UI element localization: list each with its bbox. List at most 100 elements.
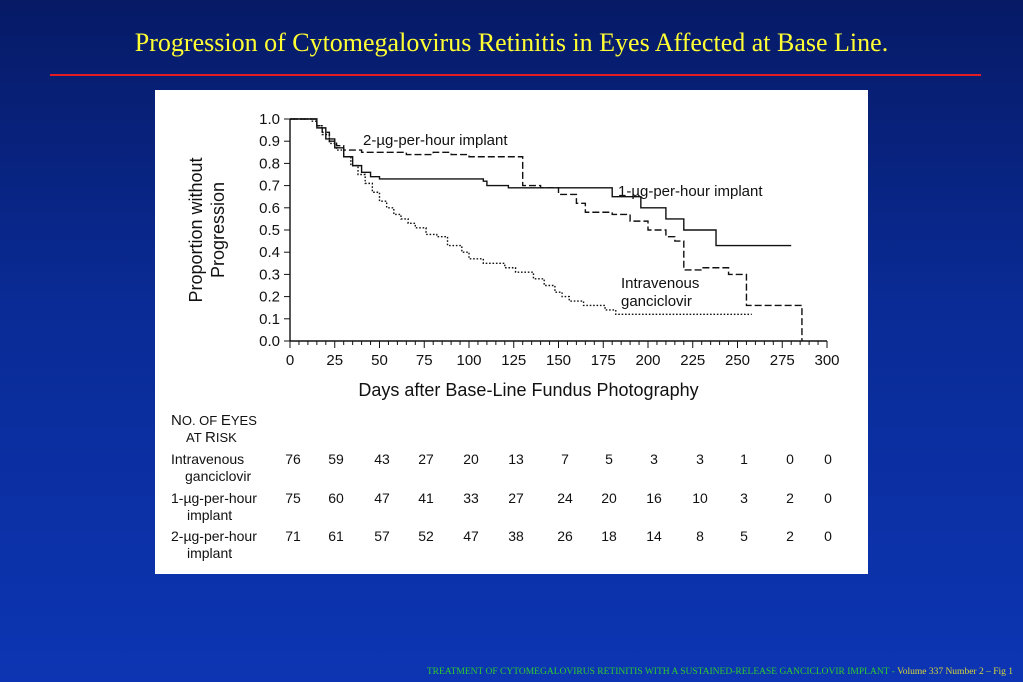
x-tick-label: 125	[501, 352, 526, 369]
survival-chart: 0 25 50 75 100 125 150 175 200 225 250 275 300 0.0 0.1…	[186, 111, 840, 400]
series-label-1ug: 1-µg-per-hour implant	[618, 183, 763, 200]
slide-title: Progression of Cytomegalovirus Retinitis…	[134, 28, 889, 57]
y-axis-title-line2: Progression	[208, 182, 228, 278]
risk-cell: 52	[418, 528, 434, 544]
series-label-iv-line1: Intravenous	[621, 275, 699, 292]
risk-header-r: R	[205, 429, 216, 446]
y-tick-label: 0.5	[259, 222, 280, 239]
label-layer: 2-µg-per-hour implant 1-µg-per-hour impla…	[363, 132, 763, 310]
x-tick-label: 25	[326, 352, 343, 369]
y-tick-label: 0.7	[259, 178, 280, 195]
risk-cell: 38	[508, 528, 524, 544]
y-tick-label: 1.0	[259, 111, 280, 128]
x-axis-title: Days after Base-Line Fundus Photography	[358, 380, 698, 400]
x-tick-label: 0	[286, 352, 294, 369]
series-layer	[290, 118, 803, 341]
risk-cell: 57	[374, 528, 390, 544]
risk-cell: 10	[692, 490, 708, 506]
risk-cell: 14	[646, 528, 662, 544]
risk-cell: 3	[740, 490, 748, 506]
y-tick-label: 0.8	[259, 155, 280, 172]
risk-cell: 5	[605, 451, 613, 467]
risk-row-label-line2: ganciclovir	[185, 468, 252, 484]
risk-cell: 26	[557, 528, 573, 544]
risk-cell: 0	[824, 490, 832, 506]
y-tick-label: 0.1	[259, 311, 280, 328]
series-line-intravenous	[290, 118, 752, 316]
risk-cell: 2	[786, 490, 794, 506]
risk-cell: 33	[463, 490, 479, 506]
y-tick-label: 0.0	[259, 333, 280, 350]
series-label-2ug: 2-µg-per-hour implant	[363, 132, 508, 149]
x-tick-label: 150	[546, 352, 571, 369]
x-tick-label: 300	[814, 352, 839, 369]
x-tick-label: 75	[416, 352, 433, 369]
axes: 0 25 50 75 100 125 150 175 200 225 250 275 300 0.0 0.1…	[186, 111, 840, 400]
slide-footer: TREATMENT OF CYTOMEGALOVIRUS RETINITIS W…	[427, 667, 1013, 677]
risk-cell: 8	[696, 528, 704, 544]
risk-cell: 3	[696, 451, 704, 467]
x-tick-label: 250	[725, 352, 750, 369]
risk-row-label: 1-µg-per-hour implant	[171, 490, 257, 524]
y-tick-label: 0.9	[259, 133, 280, 150]
risk-cell: 2	[786, 528, 794, 544]
risk-cell: 0	[824, 451, 832, 467]
figure-panel: 0 25 50 75 100 125 150 175 200 225 250 275 300 0.0 0.1…	[155, 90, 868, 574]
risk-header-isk: ISK	[215, 430, 237, 445]
risk-row-label: 2-µg-per-hour implant	[171, 528, 257, 562]
risk-cell: 0	[824, 528, 832, 544]
risk-header-at: AT	[186, 430, 206, 445]
footer-main: TREATMENT OF CYTOMEGALOVIRUS RETINITIS W…	[426, 667, 898, 677]
risk-cell: 47	[463, 528, 479, 544]
risk-row-label: Intravenous ganciclovir	[171, 451, 251, 485]
risk-header-yes: YES	[230, 413, 257, 428]
risk-row-label-line1: 2-µg-per-hour	[171, 528, 257, 544]
risk-cell: 61	[328, 528, 344, 544]
footer-volume: Volume 337 Number 2 – Fig 1	[897, 667, 1013, 677]
risk-cell: 75	[285, 490, 301, 506]
risk-header-o-of: O. OF	[181, 413, 221, 428]
risk-cell: 13	[508, 451, 524, 467]
x-tick-label: 175	[591, 352, 616, 369]
risk-header-e: E	[220, 412, 231, 429]
risk-row-label-line2: implant	[187, 507, 233, 523]
x-tick-label: 50	[371, 352, 388, 369]
risk-row-label-line1: Intravenous	[171, 451, 245, 467]
y-tick-label: 0.4	[259, 244, 280, 261]
risk-cell: 47	[374, 490, 390, 506]
series-line-implant-1ug	[290, 118, 792, 247]
x-tick-label: 100	[456, 352, 481, 369]
risk-row-label-line2: implant	[187, 545, 233, 561]
risk-cell: 20	[601, 490, 617, 506]
series-label-iv-line2: ganciclovir	[621, 293, 692, 310]
title-rule	[50, 74, 981, 76]
risk-cell: 18	[601, 528, 617, 544]
y-tick-label: 0.6	[259, 200, 280, 217]
risk-table: NO. OF EYES AT RISK Intravenous ganciclov…	[155, 90, 868, 574]
risk-cell: 59	[328, 451, 344, 467]
risk-cell: 16	[646, 490, 662, 506]
risk-cell: 60	[328, 490, 344, 506]
risk-cell: 71	[285, 528, 301, 544]
risk-row-label-line1: 1-µg-per-hour	[171, 490, 257, 506]
risk-header-n: N	[171, 412, 182, 429]
risk-cell: 27	[418, 451, 434, 467]
risk-cell: 7	[561, 451, 569, 467]
y-tick-label: 0.2	[259, 289, 280, 306]
risk-cell: 24	[557, 490, 573, 506]
y-axis-title-line1: Proportion without	[186, 157, 206, 302]
risk-cell: 20	[463, 451, 479, 467]
x-tick-label: 225	[680, 352, 705, 369]
risk-cell: 41	[418, 490, 434, 506]
risk-cell: 5	[740, 528, 748, 544]
x-tick-label: 275	[770, 352, 795, 369]
risk-cell: 76	[285, 451, 301, 467]
x-tick-label: 200	[635, 352, 660, 369]
y-tick-label: 0.3	[259, 266, 280, 283]
risk-cell: 43	[374, 451, 390, 467]
series-line-implant-2ug	[290, 118, 803, 341]
risk-table-header: NO. OF EYES AT RISK	[171, 412, 257, 446]
risk-cell: 1	[740, 451, 748, 467]
risk-cell: 0	[786, 451, 794, 467]
risk-cell: 3	[650, 451, 658, 467]
